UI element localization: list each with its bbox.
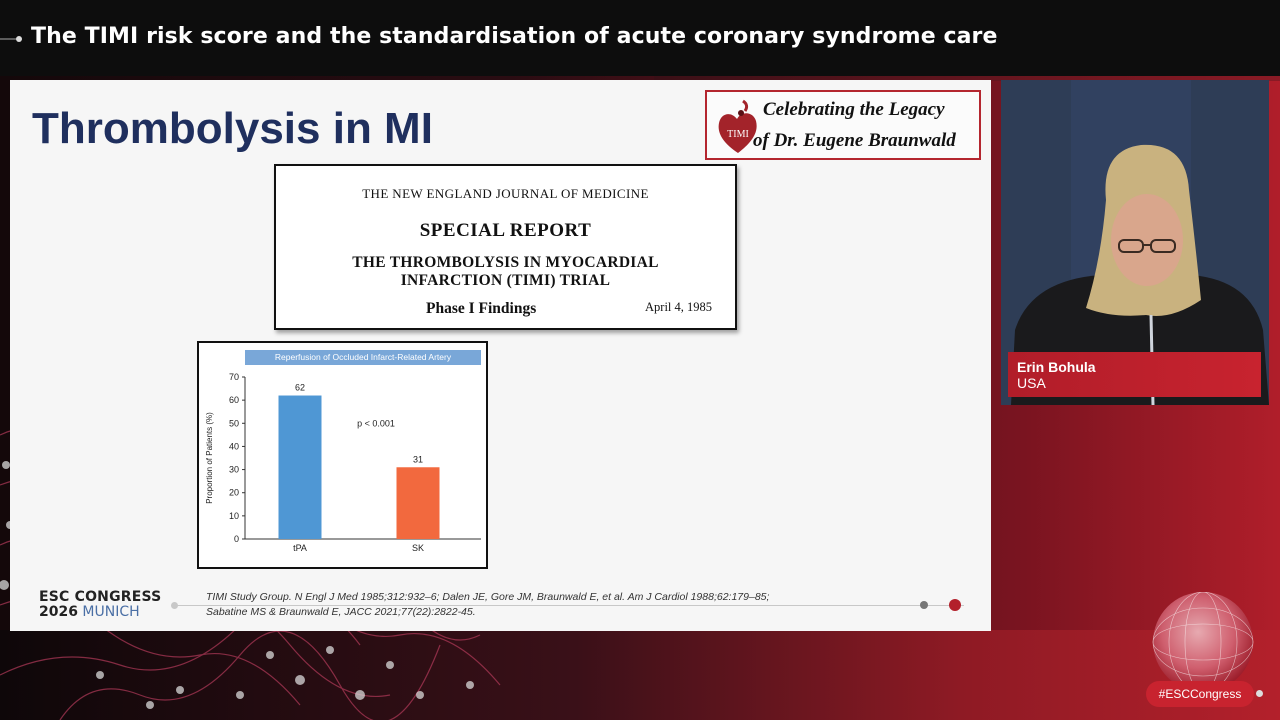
slide-title: Thrombolysis in MI bbox=[32, 104, 433, 153]
reperfusion-chart: Reperfusion of Occluded Infarct-Related … bbox=[197, 341, 488, 569]
speaker-name: Erin Bohula bbox=[1017, 359, 1096, 375]
speaker-name-banner bbox=[1008, 352, 1261, 397]
journal-name: THE NEW ENGLAND JOURNAL OF MEDICINE bbox=[362, 186, 649, 201]
footer-grey-dot bbox=[920, 601, 928, 609]
data-label: 62 bbox=[295, 383, 305, 393]
hashtag-dot bbox=[1256, 690, 1263, 697]
background-lower-band bbox=[0, 630, 1280, 720]
presentation-slide: Thrombolysis in MI TIMI Celebrating the … bbox=[10, 80, 991, 631]
references: TIMI Study Group. N Engl J Med 1985;312:… bbox=[206, 590, 769, 620]
y-tick-label: 30 bbox=[229, 465, 239, 475]
esc-logo-line-1: ESC CONGRESS bbox=[39, 589, 162, 605]
session-title: The TIMI risk score and the standardisat… bbox=[31, 24, 998, 49]
esc-logo-line-2: 2026 MUNICH bbox=[39, 604, 140, 620]
category-label: tPA bbox=[293, 543, 307, 553]
globe-icon bbox=[1152, 592, 1254, 687]
bar-chart: 0 10 20 30 40 50 60 70 Proportion of Patients (%… bbox=[205, 372, 481, 553]
y-tick-label: 0 bbox=[234, 534, 239, 544]
nejm-article-header: THE NEW ENGLAND JOURNAL OF MEDICINE SPEC… bbox=[274, 164, 737, 330]
y-tick-label: 10 bbox=[229, 511, 239, 521]
footer-divider bbox=[172, 605, 964, 606]
data-label: 31 bbox=[413, 454, 423, 464]
speaker-country: USA bbox=[1017, 375, 1046, 391]
legacy-banner: TIMI Celebrating the Legacy of Dr. Eugen… bbox=[705, 90, 981, 160]
esc-logo-city: MUNICH bbox=[82, 604, 140, 620]
esc-logo-year: 2026 bbox=[39, 604, 78, 620]
legacy-line-1: Celebrating the Legacy bbox=[763, 99, 945, 120]
y-tick-label: 40 bbox=[229, 441, 239, 451]
header-bar: The TIMI risk score and the standardisat… bbox=[0, 0, 1280, 76]
footer-start-dot bbox=[171, 602, 178, 609]
y-tick-label: 50 bbox=[229, 418, 239, 428]
speaker-silhouette bbox=[1001, 80, 1269, 405]
chart-title: Reperfusion of Occluded Infarct-Related … bbox=[245, 350, 481, 365]
footer-red-dot bbox=[949, 599, 961, 611]
category-label: SK bbox=[412, 543, 424, 553]
trial-title-line-2: INFARCTION (TIMI) TRIAL bbox=[400, 272, 611, 289]
y-tick-label: 20 bbox=[229, 488, 239, 498]
hashtag-badge: #ESCCongress bbox=[1146, 681, 1254, 707]
reference-line-2: Sabatine MS & Braunwald E, JACC 2021;77(… bbox=[206, 606, 476, 618]
bar-tpa bbox=[278, 395, 322, 539]
header-accent-stripe bbox=[654, 76, 1280, 81]
timi-logo-text: TIMI bbox=[727, 129, 749, 140]
trial-title-line-1: THE THROMBOLYSIS IN MYOCARDIAL bbox=[352, 254, 659, 271]
y-tick-label: 60 bbox=[229, 395, 239, 405]
header-marker-icon bbox=[0, 36, 22, 42]
speaker-video bbox=[1001, 80, 1269, 405]
timi-heart-logo: TIMI bbox=[718, 99, 757, 153]
y-tick-label: 70 bbox=[229, 372, 239, 382]
phase-label: Phase I Findings bbox=[426, 300, 537, 317]
y-axis-label: Proportion of Patients (%) bbox=[205, 412, 214, 504]
special-report-label: SPECIAL REPORT bbox=[419, 220, 592, 241]
reference-line-1: TIMI Study Group. N Engl J Med 1985;312:… bbox=[206, 591, 770, 603]
p-value-annotation: p < 0.001 bbox=[357, 418, 395, 428]
bar-sk bbox=[396, 467, 440, 539]
publication-date: April 4, 1985 bbox=[645, 300, 713, 314]
legacy-line-2: of Dr. Eugene Braunwald bbox=[753, 130, 956, 151]
